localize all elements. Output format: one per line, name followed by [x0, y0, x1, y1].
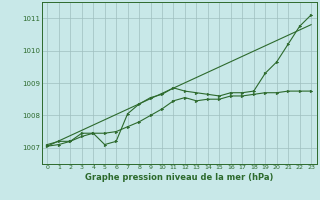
X-axis label: Graphe pression niveau de la mer (hPa): Graphe pression niveau de la mer (hPa): [85, 173, 273, 182]
